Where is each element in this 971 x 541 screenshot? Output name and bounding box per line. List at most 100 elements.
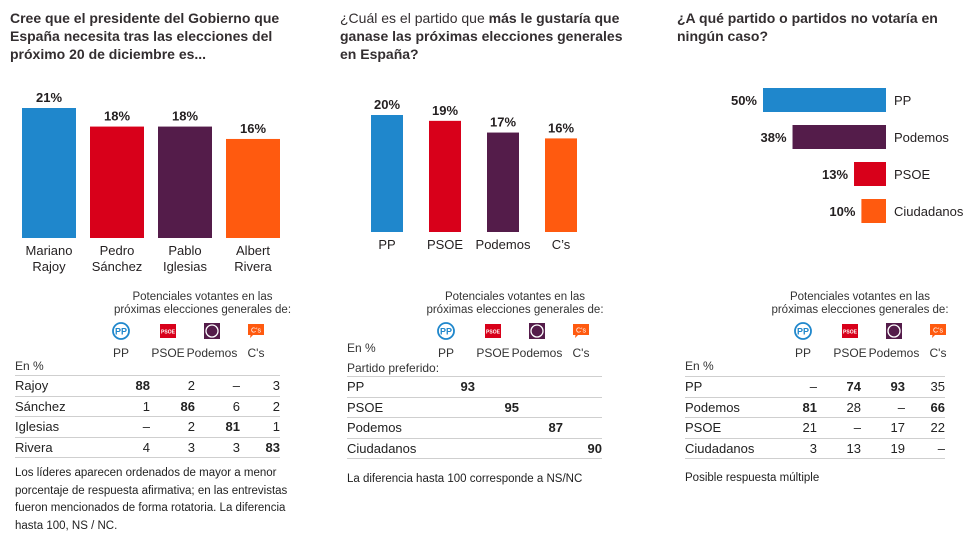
table-row: Rivera 4 3 3 83 (15, 436, 280, 458)
cell-value: 88 (110, 375, 150, 396)
svg-text:C's: C's (576, 328, 586, 335)
cs-logo-icon: C's (929, 322, 947, 340)
footnote: La diferencia hasta 100 corresponde a NS… (347, 473, 583, 485)
bar-1 (763, 88, 886, 112)
data-label: 16% (240, 121, 266, 136)
cell-value: 13 (817, 437, 861, 459)
cell-value: 86 (150, 395, 195, 417)
svg-text:PSOE: PSOE (486, 330, 501, 336)
bar-4 (545, 138, 577, 232)
table-row: PP –74 93 35 (685, 376, 945, 397)
row-label: PSOE (685, 417, 775, 438)
cell-value: 87 (519, 417, 563, 438)
cell-value (475, 417, 519, 438)
cell-value: 22 (905, 417, 945, 438)
row-label: PP (685, 376, 775, 397)
crosstab-table: PP 93 PSOE 95 Podemos 87 Ciudadanos 90 (347, 376, 602, 459)
data-label: 18% (172, 109, 198, 124)
cell-value: 3 (195, 436, 240, 458)
column-label: PSOE (833, 346, 867, 360)
column-label: PP (794, 346, 811, 360)
cell-value: 4 (110, 436, 150, 458)
column-label: PSOE (151, 346, 185, 360)
cell-value (475, 437, 519, 459)
column-label: PSOE (476, 346, 510, 360)
cell-value: – (905, 437, 945, 459)
table-row: PSOE 95 (347, 396, 602, 418)
cell-value: – (817, 417, 861, 438)
cell-value: – (195, 375, 240, 396)
bar-1 (371, 115, 403, 232)
podemos-logo-icon (885, 322, 903, 340)
table-row: PSOE 21–17 22 (685, 417, 945, 438)
psoe-logo-icon: PSOE (841, 322, 859, 340)
cell-value: 2 (150, 416, 195, 437)
data-label: 20% (374, 97, 400, 112)
column-label: C's (247, 346, 265, 360)
row-label: Podemos (347, 417, 435, 438)
table-row: PP 93 (347, 376, 602, 397)
cell-value: 90 (563, 437, 602, 459)
category-label: Podemos (894, 130, 949, 145)
bar-3 (158, 126, 212, 238)
cell-value: 1 (110, 395, 150, 417)
data-label: 21% (36, 90, 62, 105)
cell-value (435, 417, 475, 438)
bar-2 (429, 120, 461, 232)
chart-title: ¿Cuál es el partido que más le gustaría … (340, 9, 640, 63)
row-label: Rajoy (15, 375, 110, 396)
cell-value: 19 (861, 437, 905, 459)
chart-title: ¿A qué partido o partidos no votaría en … (677, 10, 938, 44)
unit-label: En % (347, 341, 376, 355)
row-label: Sánchez (15, 395, 110, 417)
data-label: 13% (822, 167, 848, 182)
columns-header: Potenciales votantes en las próximas ele… (110, 291, 295, 317)
cell-value: – (110, 416, 150, 437)
cell-value: 2 (240, 395, 280, 417)
cell-value: 17 (861, 417, 905, 438)
table-row: Podemos 81 28–66 (685, 396, 945, 418)
bar-4 (226, 138, 280, 238)
columns-header-line2: próximas elecciones generales de: (426, 304, 604, 316)
data-label: 17% (490, 115, 516, 130)
row-label: Ciudadanos (685, 437, 775, 459)
category-label: Podemos (476, 237, 531, 252)
category-label: PP (378, 237, 395, 252)
cell-value: 81 (775, 396, 817, 418)
category-label: Pablo (168, 243, 201, 258)
panel-preferred-party: ¿Cuál es el partido que más le gustaría … (330, 0, 650, 541)
columns-header-line1: Potenciales votantes en las (789, 291, 930, 303)
data-label: 18% (104, 109, 130, 124)
panel-rejected-party: ¿A qué partido o partidos no votaría en … (660, 0, 971, 541)
svg-text:C's: C's (251, 328, 261, 335)
category-label: Sánchez (92, 259, 143, 274)
pp-logo-icon: PP (112, 322, 130, 340)
row-label: Ciudadanos (347, 437, 435, 459)
table-row: Iglesias –2 81 1 (15, 416, 280, 437)
column-label: C's (572, 346, 590, 360)
cell-value (435, 437, 475, 459)
category-label: Rajoy (32, 259, 66, 274)
bar-2 (90, 126, 144, 238)
data-label: 10% (829, 204, 855, 219)
bar-2 (792, 125, 886, 149)
podemos-logo-icon (528, 322, 546, 340)
cell-value (435, 396, 475, 418)
cell-value: 83 (240, 436, 280, 458)
column-label: Podemos (186, 346, 238, 360)
columns-header: Potenciales votantes en las próximas ele… (420, 291, 610, 317)
cell-value (519, 396, 563, 418)
pp-logo-icon: PP (437, 322, 455, 340)
category-label: Pedro (100, 243, 135, 258)
cell-value: 93 (861, 376, 905, 397)
data-label: 16% (548, 120, 574, 135)
panel-preferred-president: Cree que el presidente del Gobierno que … (0, 0, 320, 541)
unit-label: En % (15, 359, 44, 373)
data-label: 50% (731, 93, 757, 108)
columns-header: Potenciales votantes en las próximas ele… (760, 291, 960, 317)
row-label: Podemos (685, 396, 775, 418)
cell-value: 95 (475, 396, 519, 418)
svg-text:PSOE: PSOE (161, 330, 176, 336)
crosstab-table: PP –74 93 35 Podemos 81 28–66 PSOE 21–17 22 Ciudad… (685, 376, 945, 459)
pp-logo-icon: PP (794, 322, 812, 340)
